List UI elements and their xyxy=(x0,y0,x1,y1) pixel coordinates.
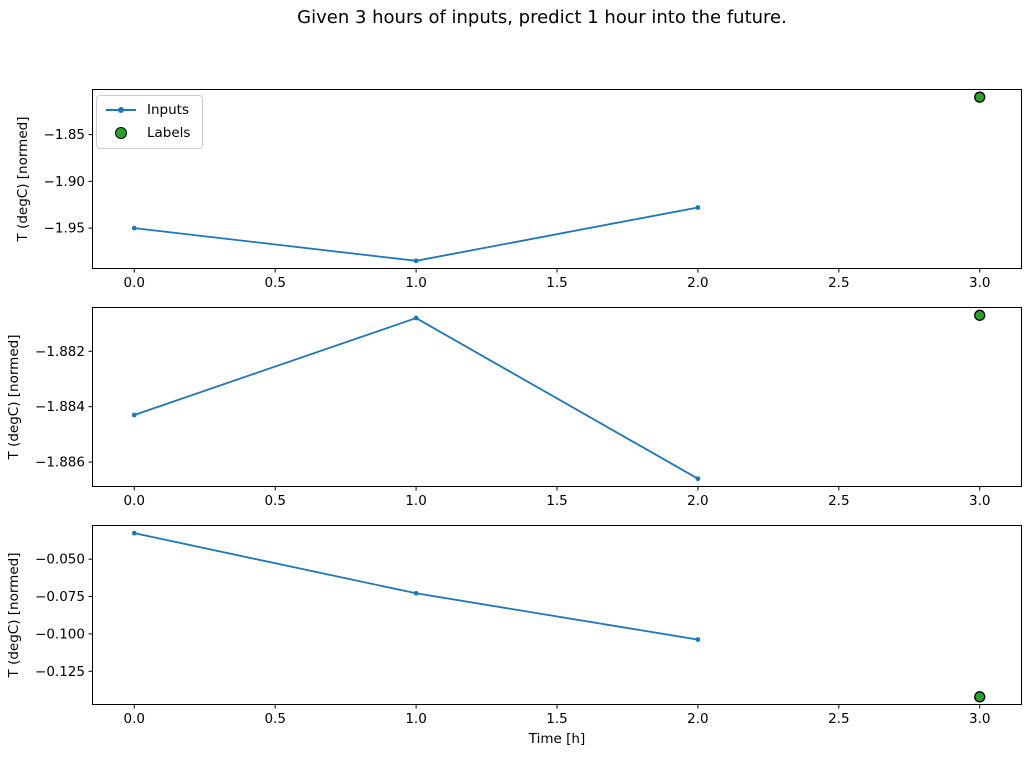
inputs-line xyxy=(134,206,699,262)
x-tick-label: 1.0 xyxy=(405,493,426,509)
inputs-marker xyxy=(131,225,137,231)
x-tick-label: 1.5 xyxy=(546,493,567,509)
y-tick-label: −1.90 xyxy=(44,174,85,190)
labels-point xyxy=(974,309,986,321)
subplot-2: T (degC) [normed] 0.0 0.5 1.0 1.5 2.0 2.5 3.0 −… xyxy=(6,307,1022,509)
legend-item-inputs: Inputs xyxy=(105,101,190,119)
y-tick-label: −0.050 xyxy=(35,552,85,568)
x-tick-label: 0.0 xyxy=(124,711,145,727)
x-tick-label: 0.5 xyxy=(264,711,285,727)
inputs-marker xyxy=(695,476,701,482)
y-axis-label: T (degC) [normed] xyxy=(15,116,31,242)
y-tick-label: −1.95 xyxy=(44,221,85,237)
inputs-marker xyxy=(413,315,419,321)
x-tick-label: 2.5 xyxy=(828,711,849,727)
x-tick-label: 0.5 xyxy=(264,493,285,509)
x-tick-label: 1.0 xyxy=(405,711,426,727)
figure-title: Given 3 hours of inputs, predict 1 hour … xyxy=(297,7,787,28)
inputs-line xyxy=(134,532,699,641)
x-tick-label: 3.0 xyxy=(969,711,990,727)
x-tick-label: 2.0 xyxy=(687,275,708,291)
y-tick-label: −0.125 xyxy=(35,664,85,680)
x-tick-label: 0.0 xyxy=(124,493,145,509)
x-tick-label: 2.0 xyxy=(687,711,708,727)
inputs-line-icon xyxy=(105,107,137,113)
x-tick-label: 1.5 xyxy=(546,711,567,727)
inputs-marker xyxy=(695,637,701,642)
y-axis-label: T (degC) [normed] xyxy=(6,552,22,678)
y-tick-label: −0.100 xyxy=(35,626,85,642)
legend: Inputs Labels xyxy=(96,95,204,149)
inputs-marker xyxy=(413,258,419,264)
x-tick-label: 1.0 xyxy=(405,275,426,291)
x-tick-label: 2.5 xyxy=(828,493,849,509)
inputs-marker xyxy=(131,412,137,418)
subplot-3: T (degC) [normed] 0.0 0.5 1.0 1.5 2.0 2.5 3.0 −… xyxy=(6,525,1022,727)
y-tick-label: −1.85 xyxy=(44,127,85,143)
axes-frame xyxy=(92,89,1022,269)
y-tick-label: −0.075 xyxy=(35,589,85,605)
x-tick-label: 3.0 xyxy=(969,275,990,291)
legend-label-inputs: Inputs xyxy=(147,102,189,118)
x-tick-label: 0.0 xyxy=(124,275,145,291)
y-tick-label: −1.884 xyxy=(35,399,85,415)
inputs-marker xyxy=(413,590,419,596)
y-tick-label: −1.882 xyxy=(35,344,85,360)
inputs-line xyxy=(133,317,699,480)
axes-frame xyxy=(92,525,1022,705)
x-tick-label: 2.0 xyxy=(687,493,708,509)
x-tick-label: 3.0 xyxy=(969,493,990,509)
y-tick-label: −1.886 xyxy=(35,455,85,471)
plot-area: 0.0 0.5 1.0 1.5 2.0 2.5 3.0 −0.050 −0.075 −0.100 −… xyxy=(35,525,1022,727)
inputs-marker xyxy=(695,205,701,210)
axes-frame xyxy=(92,307,1022,487)
x-axis-label: Time [h] xyxy=(528,731,586,747)
labels-point xyxy=(974,691,986,703)
plot-area: 0.0 0.5 1.0 1.5 2.0 2.5 3.0 −1.882 −1.884 −1.886 xyxy=(35,307,1022,509)
x-tick-label: 0.5 xyxy=(264,275,285,291)
subplot-1: T (degC) [normed] 0.0 0.5 1.0 1.5 2.0 2.5 3.0 −… xyxy=(15,89,1022,291)
x-tick-label: 1.5 xyxy=(546,275,567,291)
labels-point xyxy=(974,91,986,103)
x-tick-label: 2.5 xyxy=(828,275,849,291)
legend-item-labels: Labels xyxy=(105,124,190,142)
y-axis-label: T (degC) [normed] xyxy=(6,334,22,460)
legend-label-labels: Labels xyxy=(147,125,191,141)
labels-dot-icon xyxy=(105,127,137,139)
plot-area: 0.0 0.5 1.0 1.5 2.0 2.5 3.0 −1.85 −1.90 −1.95 xyxy=(44,89,1022,291)
inputs-marker xyxy=(131,530,137,536)
